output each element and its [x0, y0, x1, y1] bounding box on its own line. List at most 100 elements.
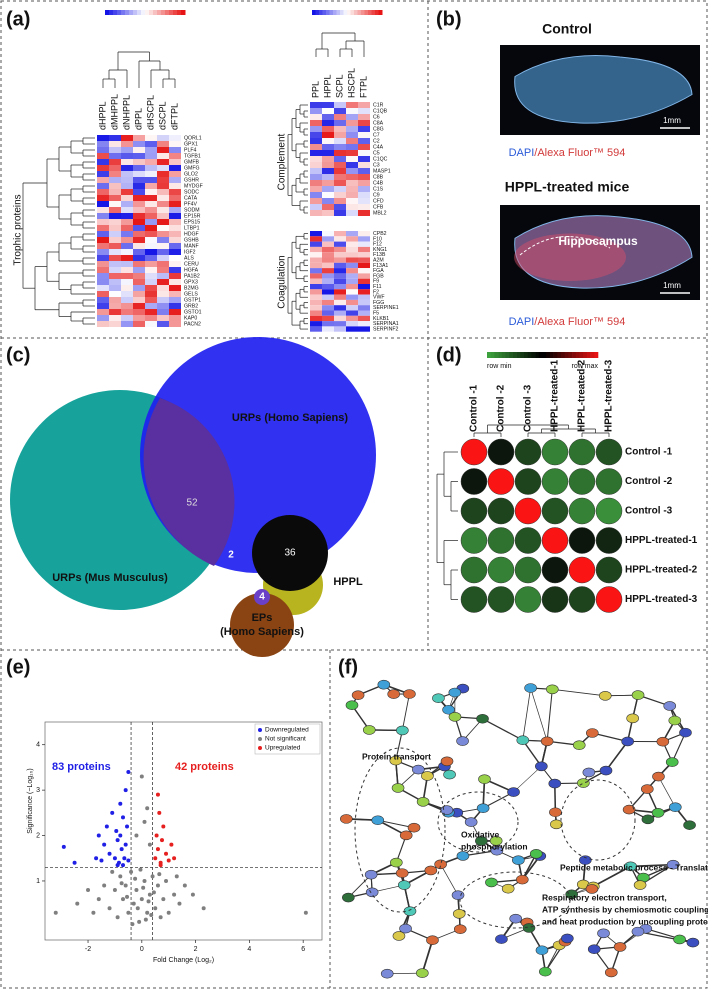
point [169, 842, 174, 847]
venn-overlap [254, 589, 270, 605]
network-node [365, 887, 379, 898]
correlation-cell [460, 497, 488, 525]
row-label: F10 [373, 236, 382, 242]
panel-label: (a) [6, 8, 30, 30]
colorbar [375, 10, 379, 15]
heatmap-cell [334, 126, 346, 132]
row-label: HPPL-treated-1 [625, 535, 698, 546]
heatmap-cell [322, 168, 334, 174]
network-node [364, 869, 378, 880]
network-node [626, 713, 639, 724]
heatmap-cell [346, 241, 358, 247]
heatmap-cell [157, 243, 169, 249]
heatmap-cell [346, 198, 358, 204]
row-label: HPPL-treated-2 [625, 565, 698, 576]
point [75, 901, 80, 906]
heatmap-cell [346, 315, 358, 322]
heatmap-cell [157, 225, 169, 231]
point [166, 910, 171, 915]
point [155, 792, 160, 797]
legend-swatch [258, 728, 262, 732]
point [134, 833, 139, 838]
network-node [587, 944, 601, 955]
heatmap-cell [157, 279, 169, 285]
point [53, 910, 58, 915]
legend-swatch [258, 737, 262, 741]
heatmap-cell [133, 171, 145, 177]
brain-section [514, 55, 693, 124]
heatmap-cell [157, 147, 169, 153]
colorbar [121, 10, 126, 15]
cluster-outline [459, 871, 571, 929]
point [142, 819, 147, 824]
heatmap-cell [169, 135, 181, 141]
heatmap-cell [169, 273, 181, 279]
row-label: PLF4 [184, 147, 197, 153]
network-node [679, 727, 692, 738]
legend-gradient [549, 352, 554, 358]
point [120, 897, 125, 902]
heatmap-cell [145, 255, 157, 261]
heatmap-cell [334, 262, 346, 269]
heatmap-cell [310, 252, 322, 258]
heatmap-cell [334, 257, 346, 263]
network-node [666, 859, 680, 870]
heatmap-cell [310, 210, 322, 216]
heatmap-cell [169, 159, 181, 165]
heatmap-cell [121, 153, 133, 159]
heatmap-cell [97, 321, 109, 327]
heatmap-cell [133, 255, 145, 261]
heatmap-cell [169, 153, 181, 159]
point [86, 888, 91, 893]
heatmap-cell [157, 297, 169, 303]
heatmap-cell [169, 237, 181, 243]
legend-gradient [494, 352, 499, 358]
correlation-cell [514, 556, 542, 584]
cluster-label: Peptide metabolic process - Translation [560, 862, 708, 872]
heatmap-cell [133, 279, 145, 285]
network-node [622, 804, 636, 815]
heatmap-cell [133, 213, 145, 219]
heatmap-cell [310, 310, 322, 316]
row-label: CERU [184, 261, 199, 267]
network-node [673, 934, 686, 945]
heatmap-cell [145, 153, 157, 159]
colorbar [371, 10, 376, 15]
heatmap-cell [358, 252, 370, 258]
legend-gradient [557, 352, 562, 358]
network-node [535, 761, 548, 772]
network-node [391, 783, 405, 793]
heatmap-cell [121, 225, 133, 231]
correlation-cell [514, 527, 542, 554]
set-label: EPs [252, 612, 273, 624]
plot-area [44, 721, 323, 941]
point [123, 788, 128, 793]
column-label: dPPL [133, 108, 143, 130]
network-node [397, 880, 411, 890]
legend-gradient [564, 352, 569, 358]
heatmap-cell [133, 285, 145, 291]
row-label: HDGF [184, 231, 199, 237]
heatmap-cell [169, 249, 181, 255]
heatmap-cell [133, 297, 145, 303]
row-label: C1S [373, 186, 384, 192]
point [147, 892, 152, 897]
x-tick-label: 0 [140, 946, 144, 953]
heatmap-cell [133, 273, 145, 279]
point [164, 878, 169, 883]
row-label: HPPL-treated-3 [625, 594, 698, 605]
heatmap-cell [346, 108, 358, 114]
network-node [412, 764, 425, 775]
correlation-cell [514, 497, 542, 525]
heatmap-cell [346, 278, 358, 284]
heatmap-cell [358, 108, 370, 114]
network-edge [552, 688, 606, 697]
heatmap-cell [358, 114, 370, 120]
heatmap-cell [358, 186, 370, 192]
row-label: GSHR [184, 177, 199, 183]
network-node [452, 908, 466, 919]
heatmap-cell [346, 236, 358, 242]
column-label: dFTPL [169, 103, 179, 130]
network-edge [658, 776, 676, 808]
point [107, 851, 112, 856]
